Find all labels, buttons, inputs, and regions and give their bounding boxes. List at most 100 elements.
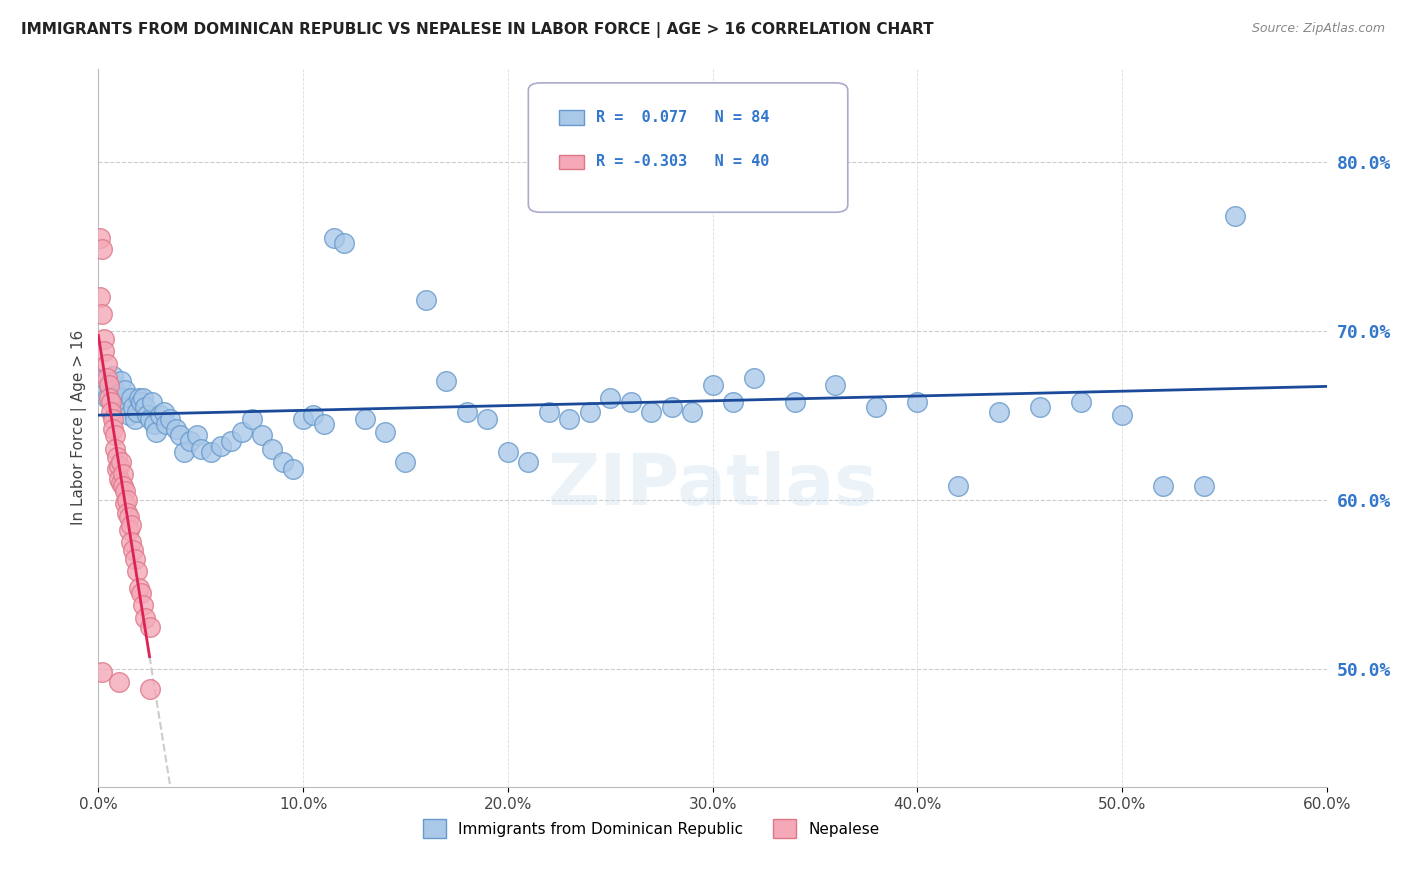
Point — [209, 439, 232, 453]
FancyBboxPatch shape — [529, 83, 848, 212]
Point — [190, 442, 212, 456]
Point — [824, 377, 846, 392]
Point — [93, 332, 115, 346]
Point — [477, 411, 499, 425]
Point — [271, 455, 294, 469]
Point — [231, 425, 253, 439]
Point — [240, 411, 263, 425]
Point — [89, 377, 111, 392]
FancyBboxPatch shape — [560, 154, 583, 169]
Text: R = -0.303   N = 40: R = -0.303 N = 40 — [596, 154, 769, 169]
Point — [136, 408, 159, 422]
Point — [138, 619, 160, 633]
Point — [122, 543, 145, 558]
Point — [1111, 408, 1133, 422]
Point — [118, 408, 141, 422]
Point — [948, 479, 970, 493]
Point — [118, 509, 141, 524]
Point — [1029, 400, 1052, 414]
Point — [578, 405, 600, 419]
Point — [115, 400, 138, 414]
Point — [97, 391, 120, 405]
Point — [537, 405, 560, 419]
Point — [115, 492, 138, 507]
Point — [104, 428, 127, 442]
Point — [134, 611, 156, 625]
Point — [640, 405, 662, 419]
Point — [312, 417, 335, 431]
FancyBboxPatch shape — [560, 111, 583, 125]
Point — [115, 506, 138, 520]
Point — [159, 411, 181, 425]
Point — [742, 371, 765, 385]
Point — [149, 408, 172, 422]
Point — [132, 598, 155, 612]
Point — [333, 235, 356, 250]
Point — [134, 400, 156, 414]
Point — [96, 391, 118, 405]
Point — [101, 369, 124, 384]
Point — [415, 293, 437, 308]
Point — [108, 394, 131, 409]
Point — [128, 581, 150, 595]
Point — [127, 564, 149, 578]
Point — [120, 518, 142, 533]
Point — [104, 383, 127, 397]
Point — [97, 377, 120, 392]
Point — [394, 455, 416, 469]
Point — [114, 484, 136, 499]
Point — [153, 405, 176, 419]
Point — [91, 307, 114, 321]
Point — [353, 411, 375, 425]
Point — [322, 230, 344, 244]
Point — [104, 442, 127, 456]
Point — [110, 375, 132, 389]
Point — [1223, 209, 1246, 223]
Point — [91, 665, 114, 680]
Point — [145, 425, 167, 439]
Point — [179, 434, 201, 448]
Point — [93, 371, 115, 385]
Point — [281, 462, 304, 476]
Point — [702, 377, 724, 392]
Point — [517, 455, 540, 469]
Y-axis label: In Labor Force | Age > 16: In Labor Force | Age > 16 — [72, 330, 87, 525]
Point — [108, 458, 131, 473]
Point — [111, 391, 134, 405]
Point — [221, 434, 243, 448]
Point — [89, 230, 111, 244]
Point — [101, 422, 124, 436]
Point — [108, 675, 131, 690]
Point — [200, 445, 222, 459]
Point — [111, 479, 134, 493]
Point — [905, 394, 928, 409]
Point — [865, 400, 887, 414]
Point — [721, 394, 744, 409]
Point — [96, 358, 118, 372]
Point — [120, 535, 142, 549]
Point — [262, 442, 284, 456]
Point — [302, 408, 325, 422]
Point — [661, 400, 683, 414]
Point — [100, 394, 122, 409]
Point — [120, 391, 142, 405]
Point — [122, 400, 145, 414]
Point — [155, 417, 177, 431]
Point — [131, 585, 153, 599]
Point — [138, 682, 160, 697]
Point — [173, 445, 195, 459]
Point — [496, 445, 519, 459]
Point — [374, 425, 396, 439]
Point — [110, 455, 132, 469]
Point — [128, 391, 150, 405]
Point — [783, 394, 806, 409]
Point — [142, 417, 165, 431]
Point — [132, 391, 155, 405]
Point — [97, 377, 120, 392]
Point — [114, 496, 136, 510]
Point — [169, 428, 191, 442]
Point — [186, 428, 208, 442]
Point — [988, 405, 1011, 419]
Point — [105, 450, 128, 465]
Point — [100, 405, 122, 419]
